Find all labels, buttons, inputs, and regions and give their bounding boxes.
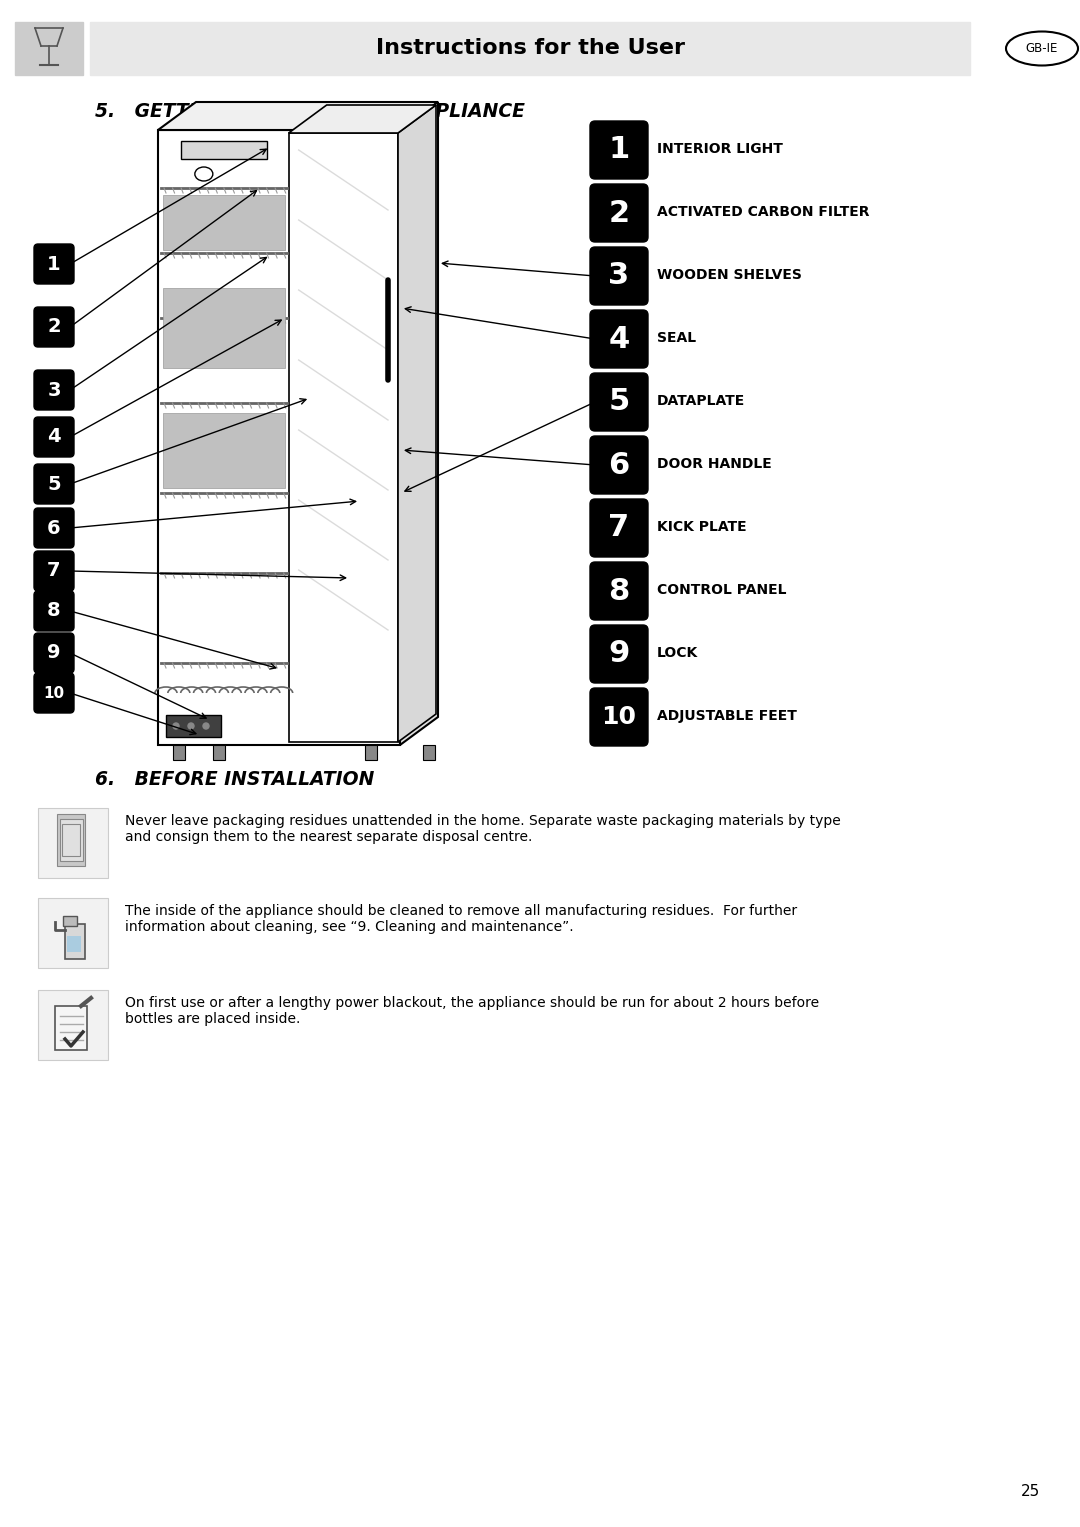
- Text: On first use or after a lengthy power blackout, the appliance should be run for : On first use or after a lengthy power bl…: [125, 996, 819, 1026]
- Bar: [166, 715, 221, 738]
- Bar: [38, 989, 108, 1060]
- Bar: [62, 825, 80, 857]
- FancyBboxPatch shape: [33, 307, 75, 347]
- FancyBboxPatch shape: [590, 373, 648, 431]
- Text: 9: 9: [608, 640, 630, 669]
- Bar: [59, 818, 82, 861]
- FancyBboxPatch shape: [590, 247, 648, 305]
- Polygon shape: [288, 105, 436, 133]
- Bar: [65, 924, 85, 959]
- FancyBboxPatch shape: [590, 310, 648, 368]
- Text: 1: 1: [608, 136, 630, 165]
- Text: 8: 8: [48, 602, 60, 620]
- Bar: [158, 130, 400, 745]
- Text: DOOR HANDLE: DOOR HANDLE: [657, 457, 772, 470]
- FancyBboxPatch shape: [33, 634, 75, 673]
- Text: 5: 5: [608, 388, 630, 417]
- Text: ADJUSTABLE FEET: ADJUSTABLE FEET: [657, 709, 797, 722]
- Text: 25: 25: [1021, 1484, 1040, 1500]
- FancyBboxPatch shape: [590, 689, 648, 747]
- Bar: [15, 21, 83, 75]
- Text: 5: 5: [48, 475, 60, 493]
- FancyBboxPatch shape: [33, 673, 75, 713]
- Text: KICK PLATE: KICK PLATE: [657, 521, 746, 534]
- FancyBboxPatch shape: [33, 370, 75, 411]
- Bar: [63, 916, 77, 925]
- Text: GB-IE: GB-IE: [1026, 43, 1058, 55]
- Bar: [365, 745, 377, 760]
- Text: CONTROL PANEL: CONTROL PANEL: [657, 583, 786, 597]
- Text: 4: 4: [48, 428, 60, 446]
- Bar: [38, 898, 108, 968]
- Text: Instructions for the User: Instructions for the User: [376, 38, 685, 58]
- Text: 9: 9: [48, 643, 60, 663]
- Text: 3: 3: [608, 261, 630, 290]
- Text: 2: 2: [48, 318, 60, 336]
- Text: ACTIVATED CARBON FILTER: ACTIVATED CARBON FILTER: [657, 205, 869, 218]
- Text: 6: 6: [48, 519, 60, 538]
- Circle shape: [188, 722, 194, 728]
- Text: 7: 7: [48, 562, 60, 580]
- FancyBboxPatch shape: [590, 562, 648, 620]
- Bar: [163, 289, 285, 368]
- Bar: [288, 133, 399, 742]
- Text: 6.   BEFORE INSTALLATION: 6. BEFORE INSTALLATION: [95, 770, 375, 789]
- FancyBboxPatch shape: [590, 437, 648, 495]
- Circle shape: [203, 722, 210, 728]
- Polygon shape: [158, 102, 438, 130]
- Text: 7: 7: [608, 513, 630, 542]
- Text: INTERIOR LIGHT: INTERIOR LIGHT: [657, 142, 783, 156]
- Bar: [163, 412, 285, 489]
- FancyBboxPatch shape: [590, 625, 648, 683]
- Text: 3: 3: [48, 380, 60, 400]
- Text: 10: 10: [43, 686, 65, 701]
- Text: 5.   GETTING TO KNOW YOUR APPLIANCE: 5. GETTING TO KNOW YOUR APPLIANCE: [95, 102, 525, 121]
- Bar: [67, 936, 81, 951]
- FancyBboxPatch shape: [590, 183, 648, 241]
- Polygon shape: [400, 102, 438, 745]
- Bar: [57, 814, 85, 866]
- Bar: [38, 808, 108, 878]
- FancyBboxPatch shape: [33, 591, 75, 631]
- FancyBboxPatch shape: [33, 244, 75, 284]
- Text: 1: 1: [48, 255, 60, 273]
- Text: Never leave packaging residues unattended in the home. Separate waste packaging : Never leave packaging residues unattende…: [125, 814, 840, 844]
- Text: 2: 2: [608, 199, 630, 228]
- Text: WOODEN SHELVES: WOODEN SHELVES: [657, 269, 801, 282]
- Text: 8: 8: [608, 577, 630, 606]
- Bar: [213, 745, 225, 760]
- Circle shape: [173, 722, 179, 728]
- FancyBboxPatch shape: [590, 499, 648, 557]
- Text: 4: 4: [608, 325, 630, 353]
- Bar: [181, 140, 267, 159]
- Text: LOCK: LOCK: [657, 646, 699, 660]
- Bar: [173, 745, 185, 760]
- Polygon shape: [399, 105, 436, 742]
- Text: 10: 10: [602, 705, 636, 728]
- FancyBboxPatch shape: [33, 464, 75, 504]
- FancyBboxPatch shape: [33, 551, 75, 591]
- Bar: [90, 21, 970, 75]
- FancyBboxPatch shape: [33, 508, 75, 548]
- Bar: [55, 1006, 87, 1051]
- Bar: [423, 745, 435, 760]
- Ellipse shape: [194, 166, 213, 182]
- Text: 6: 6: [608, 450, 630, 479]
- FancyBboxPatch shape: [33, 417, 75, 457]
- Text: SEAL: SEAL: [657, 331, 697, 345]
- Text: The inside of the appliance should be cleaned to remove all manufacturing residu: The inside of the appliance should be cl…: [125, 904, 797, 935]
- Bar: [163, 195, 285, 250]
- Text: DATAPLATE: DATAPLATE: [657, 394, 745, 408]
- FancyBboxPatch shape: [590, 121, 648, 179]
